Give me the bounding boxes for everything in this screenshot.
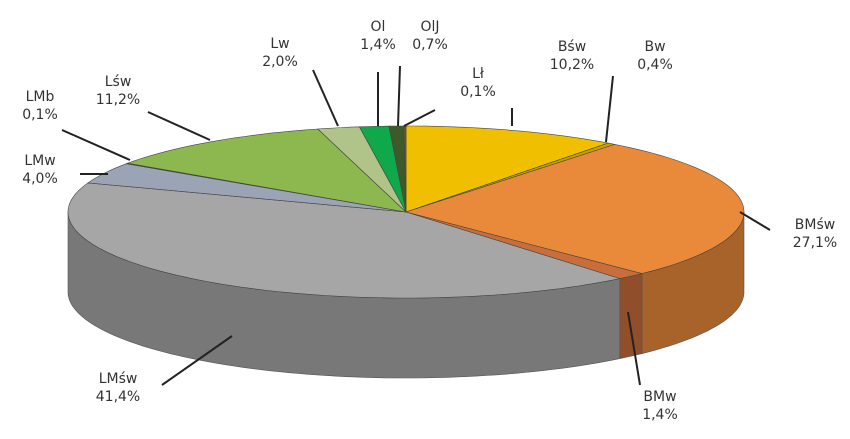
leader-line-10 bbox=[397, 65, 401, 127]
leader-line-8 bbox=[312, 69, 339, 127]
slice-label-10: OlJ bbox=[420, 19, 439, 35]
pie-slice-5 bbox=[87, 163, 407, 213]
pie-slice-0 bbox=[405, 125, 610, 213]
slice-value-0: 10,2% bbox=[550, 57, 594, 73]
leader-line-1 bbox=[605, 75, 614, 143]
slice-value-10: 0,7% bbox=[412, 37, 448, 53]
slice-value-2: 27,1% bbox=[793, 235, 837, 251]
pie-top-layer bbox=[67, 125, 745, 299]
pie-side-3 bbox=[619, 273, 643, 359]
pie-side-layer bbox=[67, 211, 745, 379]
slice-label-9: Ol bbox=[371, 19, 386, 35]
slice-label-8: Lw bbox=[270, 36, 289, 52]
slice-label-11: Lł bbox=[472, 66, 484, 82]
slice-value-7: 11,2% bbox=[96, 92, 140, 108]
slice-label-6: LMb bbox=[26, 89, 55, 105]
leader-line-3 bbox=[627, 311, 641, 386]
slice-label-3: BMw bbox=[643, 389, 676, 405]
slice-value-3: 1,4% bbox=[642, 407, 678, 423]
leader-line-6 bbox=[61, 129, 131, 161]
slice-label-1: Bw bbox=[644, 39, 665, 55]
slice-label-5: LMw bbox=[24, 153, 55, 169]
leader-line-4 bbox=[161, 335, 233, 386]
pie-slice-2 bbox=[404, 144, 745, 274]
slice-label-4: LMśw bbox=[99, 371, 138, 387]
pie-slice-7 bbox=[126, 128, 407, 213]
slice-value-1: 0,4% bbox=[637, 57, 673, 73]
slice-labels: Bśw 10,2% Bw 0,4% BMśw 27,1% BMw 1,4% LMśw 41,4% L… bbox=[22, 19, 837, 423]
leader-line-7 bbox=[147, 111, 211, 141]
slice-value-8: 2,0% bbox=[262, 54, 298, 70]
leader-lines bbox=[61, 65, 771, 386]
slice-value-6: 0,1% bbox=[22, 107, 58, 123]
leader-line-2 bbox=[739, 211, 771, 231]
slice-label-7: Lśw bbox=[105, 74, 132, 90]
pie-slice-4 bbox=[67, 182, 620, 299]
slice-value-11: 0,1% bbox=[460, 84, 496, 100]
pie-slice-8 bbox=[317, 126, 407, 213]
slice-label-2: BMśw bbox=[795, 217, 835, 233]
leader-line-11 bbox=[403, 109, 436, 127]
slice-label-0: Bśw bbox=[558, 39, 586, 55]
slice-value-4: 41,4% bbox=[96, 389, 140, 405]
slice-value-5: 4,0% bbox=[22, 171, 58, 187]
slice-value-9: 1,4% bbox=[360, 37, 396, 53]
